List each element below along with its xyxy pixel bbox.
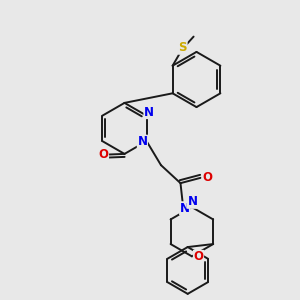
Text: N: N: [180, 202, 190, 215]
Text: N: N: [137, 135, 147, 148]
Text: O: O: [202, 171, 212, 184]
Text: N: N: [144, 106, 154, 118]
Text: O: O: [194, 250, 203, 263]
Text: O: O: [98, 148, 109, 161]
Text: S: S: [178, 41, 187, 54]
Text: N: N: [188, 195, 197, 208]
